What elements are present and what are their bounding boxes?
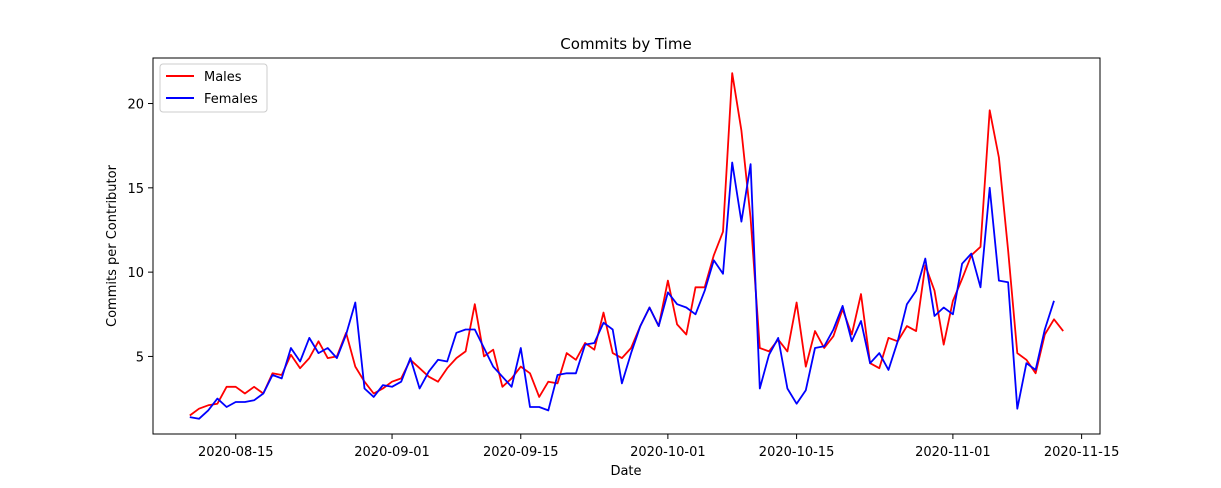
legend: Males Females <box>159 63 268 113</box>
y-tick-label: 5 <box>136 350 144 365</box>
series-lines <box>189 72 1064 420</box>
x-tick-label: 2020-11-15 <box>1044 445 1120 460</box>
y-tick-label: 20 <box>127 98 144 113</box>
x-tick-label: 2020-10-15 <box>759 445 835 460</box>
x-tick-label: 2020-09-01 <box>354 445 430 460</box>
y-axis-label: Commits per Contributor <box>105 164 120 327</box>
x-tick-label: 2020-11-01 <box>915 445 991 460</box>
series-line-females <box>189 161 1055 420</box>
legend-label-males: Males <box>204 70 242 85</box>
x-tick-label: 2020-08-15 <box>198 445 274 460</box>
x-axis-ticks: 2020-08-15 2020-09-01 2020-09-15 2020-10-01… <box>198 434 1119 460</box>
x-axis-label: Date <box>610 464 641 479</box>
y-tick-label: 10 <box>127 266 144 281</box>
x-tick-label: 2020-09-15 <box>483 445 559 460</box>
x-tick-label: 2020-10-01 <box>630 445 706 460</box>
chart-title: Commits by Time <box>560 35 691 53</box>
plot-area <box>152 57 1101 435</box>
legend-label-females: Females <box>204 92 258 107</box>
y-tick-label: 15 <box>127 182 144 197</box>
y-axis-ticks: 5 10 15 20 <box>127 98 153 365</box>
